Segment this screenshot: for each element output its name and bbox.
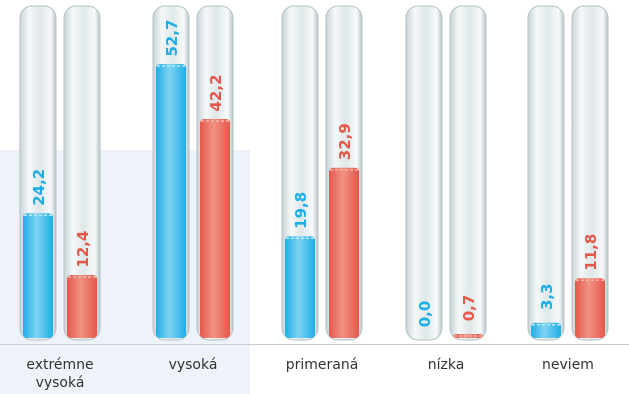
tube (405, 5, 443, 341)
category-label: primeraná (285, 357, 359, 373)
bar (531, 322, 561, 338)
category-label: vysoká (168, 357, 218, 373)
data-label: 11,8 (582, 234, 600, 271)
bar (67, 275, 97, 338)
category-label: extrémne vysoká (26, 357, 94, 391)
data-label: 0,7 (460, 295, 478, 322)
tube (63, 5, 101, 341)
category-label: nízka (427, 357, 465, 373)
bar (329, 167, 359, 338)
data-label: 32,9 (336, 123, 354, 160)
chart-baseline (0, 344, 629, 345)
data-label: 19,8 (292, 192, 310, 229)
data-label: 24,2 (30, 169, 48, 206)
bar (156, 64, 186, 338)
data-label: 0,0 (416, 301, 434, 328)
tube (527, 5, 565, 341)
data-label: 42,2 (207, 74, 225, 111)
bar (200, 118, 230, 338)
bar (23, 213, 53, 338)
data-label: 52,7 (163, 19, 181, 56)
bar (575, 278, 605, 338)
data-label: 3,3 (538, 283, 556, 310)
data-label: 12,4 (74, 231, 92, 268)
category-label: neviem (542, 357, 594, 373)
tube (449, 5, 487, 341)
bar (453, 334, 483, 338)
bar (285, 236, 315, 338)
tube (571, 5, 609, 341)
